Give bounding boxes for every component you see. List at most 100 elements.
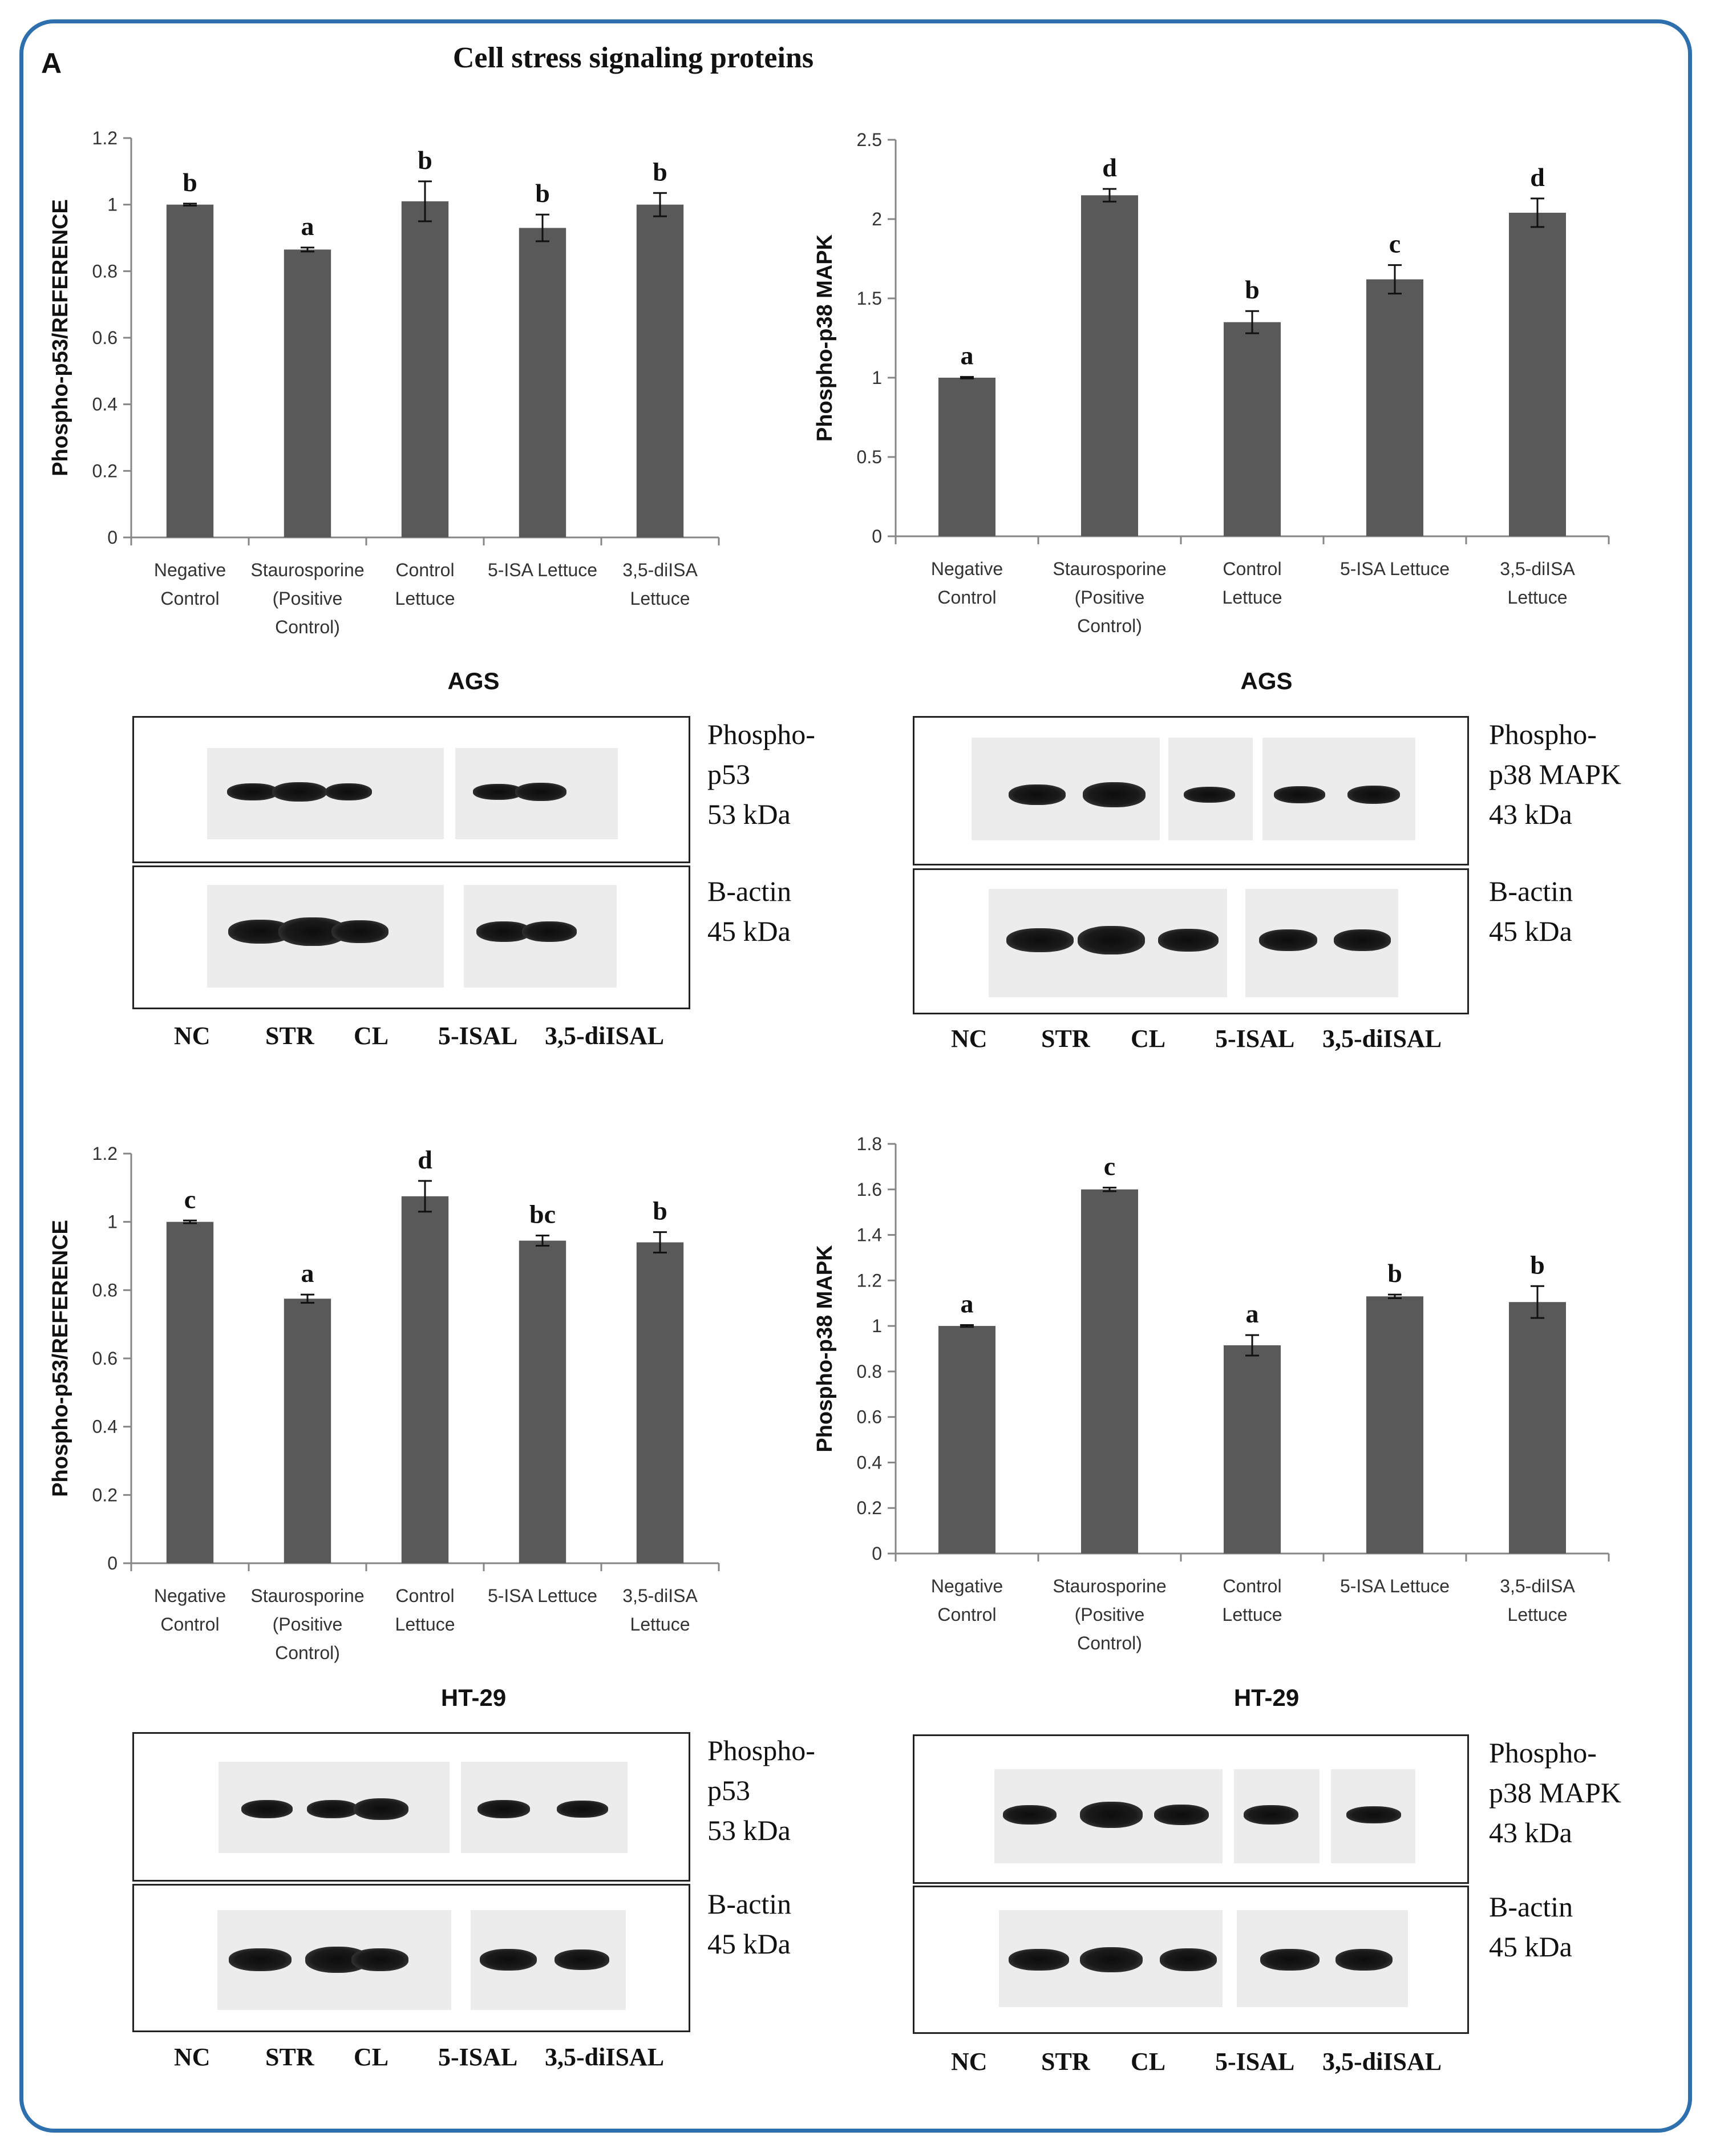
blot-actin-label: B-actin: [707, 1888, 792, 1920]
category-label: Control Lettuce: [395, 560, 455, 609]
significance-letter: a: [1246, 1299, 1259, 1328]
protein-band: [480, 1949, 537, 1971]
bar: [1366, 1296, 1423, 1554]
y-tick-label: 1.2: [92, 128, 118, 148]
blot-ags-p53: [132, 716, 690, 863]
bar: [401, 1196, 449, 1563]
bar: [636, 1242, 684, 1563]
bar: [401, 201, 449, 537]
y-tick-label: 0.8: [92, 1280, 118, 1300]
blot-ags-p53-actin: [132, 865, 690, 1009]
y-tick-label: 1.5: [857, 288, 882, 309]
bar: [1224, 322, 1281, 536]
protein-band: [1154, 1805, 1209, 1825]
blot-target-label: 53 kDa: [707, 1814, 791, 1846]
protein-band: [351, 1948, 408, 1971]
lane-label-3-5-diisal: 3,5-diISAL: [1322, 2048, 1442, 2076]
y-tick-label: 1.2: [857, 1270, 882, 1291]
blot-actin-label: 45 kDa: [1489, 1931, 1572, 1963]
bar: [636, 204, 684, 537]
category-label: 3,5-diISA Lettuce: [1500, 1576, 1575, 1625]
category-label: 3,5-diISA Lettuce: [622, 560, 698, 609]
lane-label-cl: CL: [354, 2043, 389, 2071]
category-label: Negative Control: [931, 1576, 1003, 1625]
y-tick-label: 0.6: [92, 327, 118, 348]
protein-band: [1006, 928, 1074, 952]
y-tick-label: 1: [872, 1316, 882, 1336]
blot-target-label: Phospho-: [1489, 1737, 1597, 1769]
blot-target-label: p53: [707, 758, 750, 790]
bar: [938, 378, 995, 536]
protein-band: [1335, 1949, 1393, 1971]
bar: [1509, 212, 1566, 536]
protein-band: [1244, 1805, 1298, 1825]
figure-title: Cell stress signaling proteins: [452, 42, 814, 74]
y-tick-label: 0: [872, 1543, 882, 1564]
blot-target-label: 43 kDa: [1489, 1817, 1572, 1848]
blot-actin-label: B-actin: [1489, 1891, 1573, 1923]
bar: [166, 1221, 214, 1563]
y-tick-label: 1: [107, 1212, 118, 1232]
panel-letter: A: [41, 47, 62, 79]
significance-letter: b: [653, 157, 667, 186]
category-label: Control Lettuce: [1223, 559, 1282, 608]
protein-band: [307, 1800, 358, 1818]
protein-band: [473, 784, 523, 800]
protein-band: [557, 1801, 608, 1818]
protein-band: [272, 782, 327, 802]
significance-letter: a: [961, 341, 974, 370]
chart-ags-p53: 0 0.2 0.4 0.6 0.8 1 1.2 Phospho-p53/REFERENCE b N…: [48, 128, 720, 637]
category-label: 5-ISA Lettuce: [1340, 559, 1450, 579]
cell-line-label-ags-left: AGS: [447, 668, 500, 694]
y-tick-label: 1: [107, 195, 118, 215]
lane-label-cl: CL: [1131, 2048, 1166, 2076]
category-label: Staurosporine (Positive Control): [1053, 1576, 1166, 1653]
lane-label-3-5-diisal: 3,5-diISAL: [545, 2043, 665, 2071]
y-tick-label: 2.5: [857, 130, 882, 150]
significance-letter: b: [535, 179, 550, 208]
protein-band: [1347, 786, 1400, 804]
y-axis-title: Phospho-p38 MAPK: [813, 234, 837, 442]
significance-letter: a: [301, 212, 314, 241]
lane-label-str: STR: [1041, 1025, 1090, 1053]
protein-band: [1009, 784, 1066, 805]
significance-letter: a: [301, 1259, 314, 1288]
y-tick-label: 0: [107, 1553, 118, 1573]
protein-band: [1346, 1806, 1401, 1823]
blot-ht29-p38-actin: [913, 1886, 1469, 2034]
blot-ht29-p38: [913, 1734, 1469, 1884]
bar: [1081, 195, 1138, 536]
lane-label-5-isal: 5-ISAL: [1215, 1025, 1295, 1053]
category-label: 5-ISA Lettuce: [488, 1585, 597, 1606]
cell-line-label-ags-right: AGS: [1240, 668, 1293, 694]
protein-band: [522, 921, 577, 942]
chart-ht29-p38: 0 0.2 0.4 0.6 0.8 1 1.2 1.4 1.6 1.8 Phospho-p38 MA…: [813, 1134, 1610, 1653]
bar: [284, 249, 331, 537]
significance-letter: b: [1245, 275, 1260, 304]
lane-label-cl: CL: [1131, 1025, 1166, 1053]
category-label: 3,5-diISA Lettuce: [622, 1585, 698, 1635]
protein-band: [354, 1798, 408, 1820]
significance-letter: b: [1530, 1250, 1545, 1279]
lane-label-3-5-diisal: 3,5-diISAL: [545, 1022, 665, 1050]
blot-target-label: p38 MAPK: [1489, 758, 1621, 790]
y-axis-title: Phospho-p38 MAPK: [813, 1245, 837, 1453]
significance-letter: d: [418, 1145, 432, 1174]
protein-band: [1259, 929, 1317, 951]
protein-band: [1080, 1947, 1143, 1972]
protein-band: [1009, 1949, 1069, 1971]
category-label: 5-ISA Lettuce: [488, 560, 597, 580]
y-tick-label: 0.5: [857, 447, 882, 467]
significance-letter: b: [418, 145, 432, 175]
cell-line-label-ht29-left: HT-29: [440, 1684, 507, 1711]
significance-letter: b: [1387, 1259, 1402, 1288]
y-tick-label: 0.2: [92, 1484, 118, 1505]
blot-target-label: p53: [707, 1774, 750, 1806]
y-tick-label: 2: [872, 209, 882, 229]
category-label: Negative Control: [154, 1585, 226, 1635]
y-tick-label: 0.4: [92, 1417, 118, 1437]
protein-band: [325, 783, 372, 800]
significance-letter: d: [1102, 153, 1117, 182]
y-tick-label: 0.8: [92, 261, 118, 281]
lane-label-3-5-diisal: 3,5-diISAL: [1322, 1025, 1442, 1053]
